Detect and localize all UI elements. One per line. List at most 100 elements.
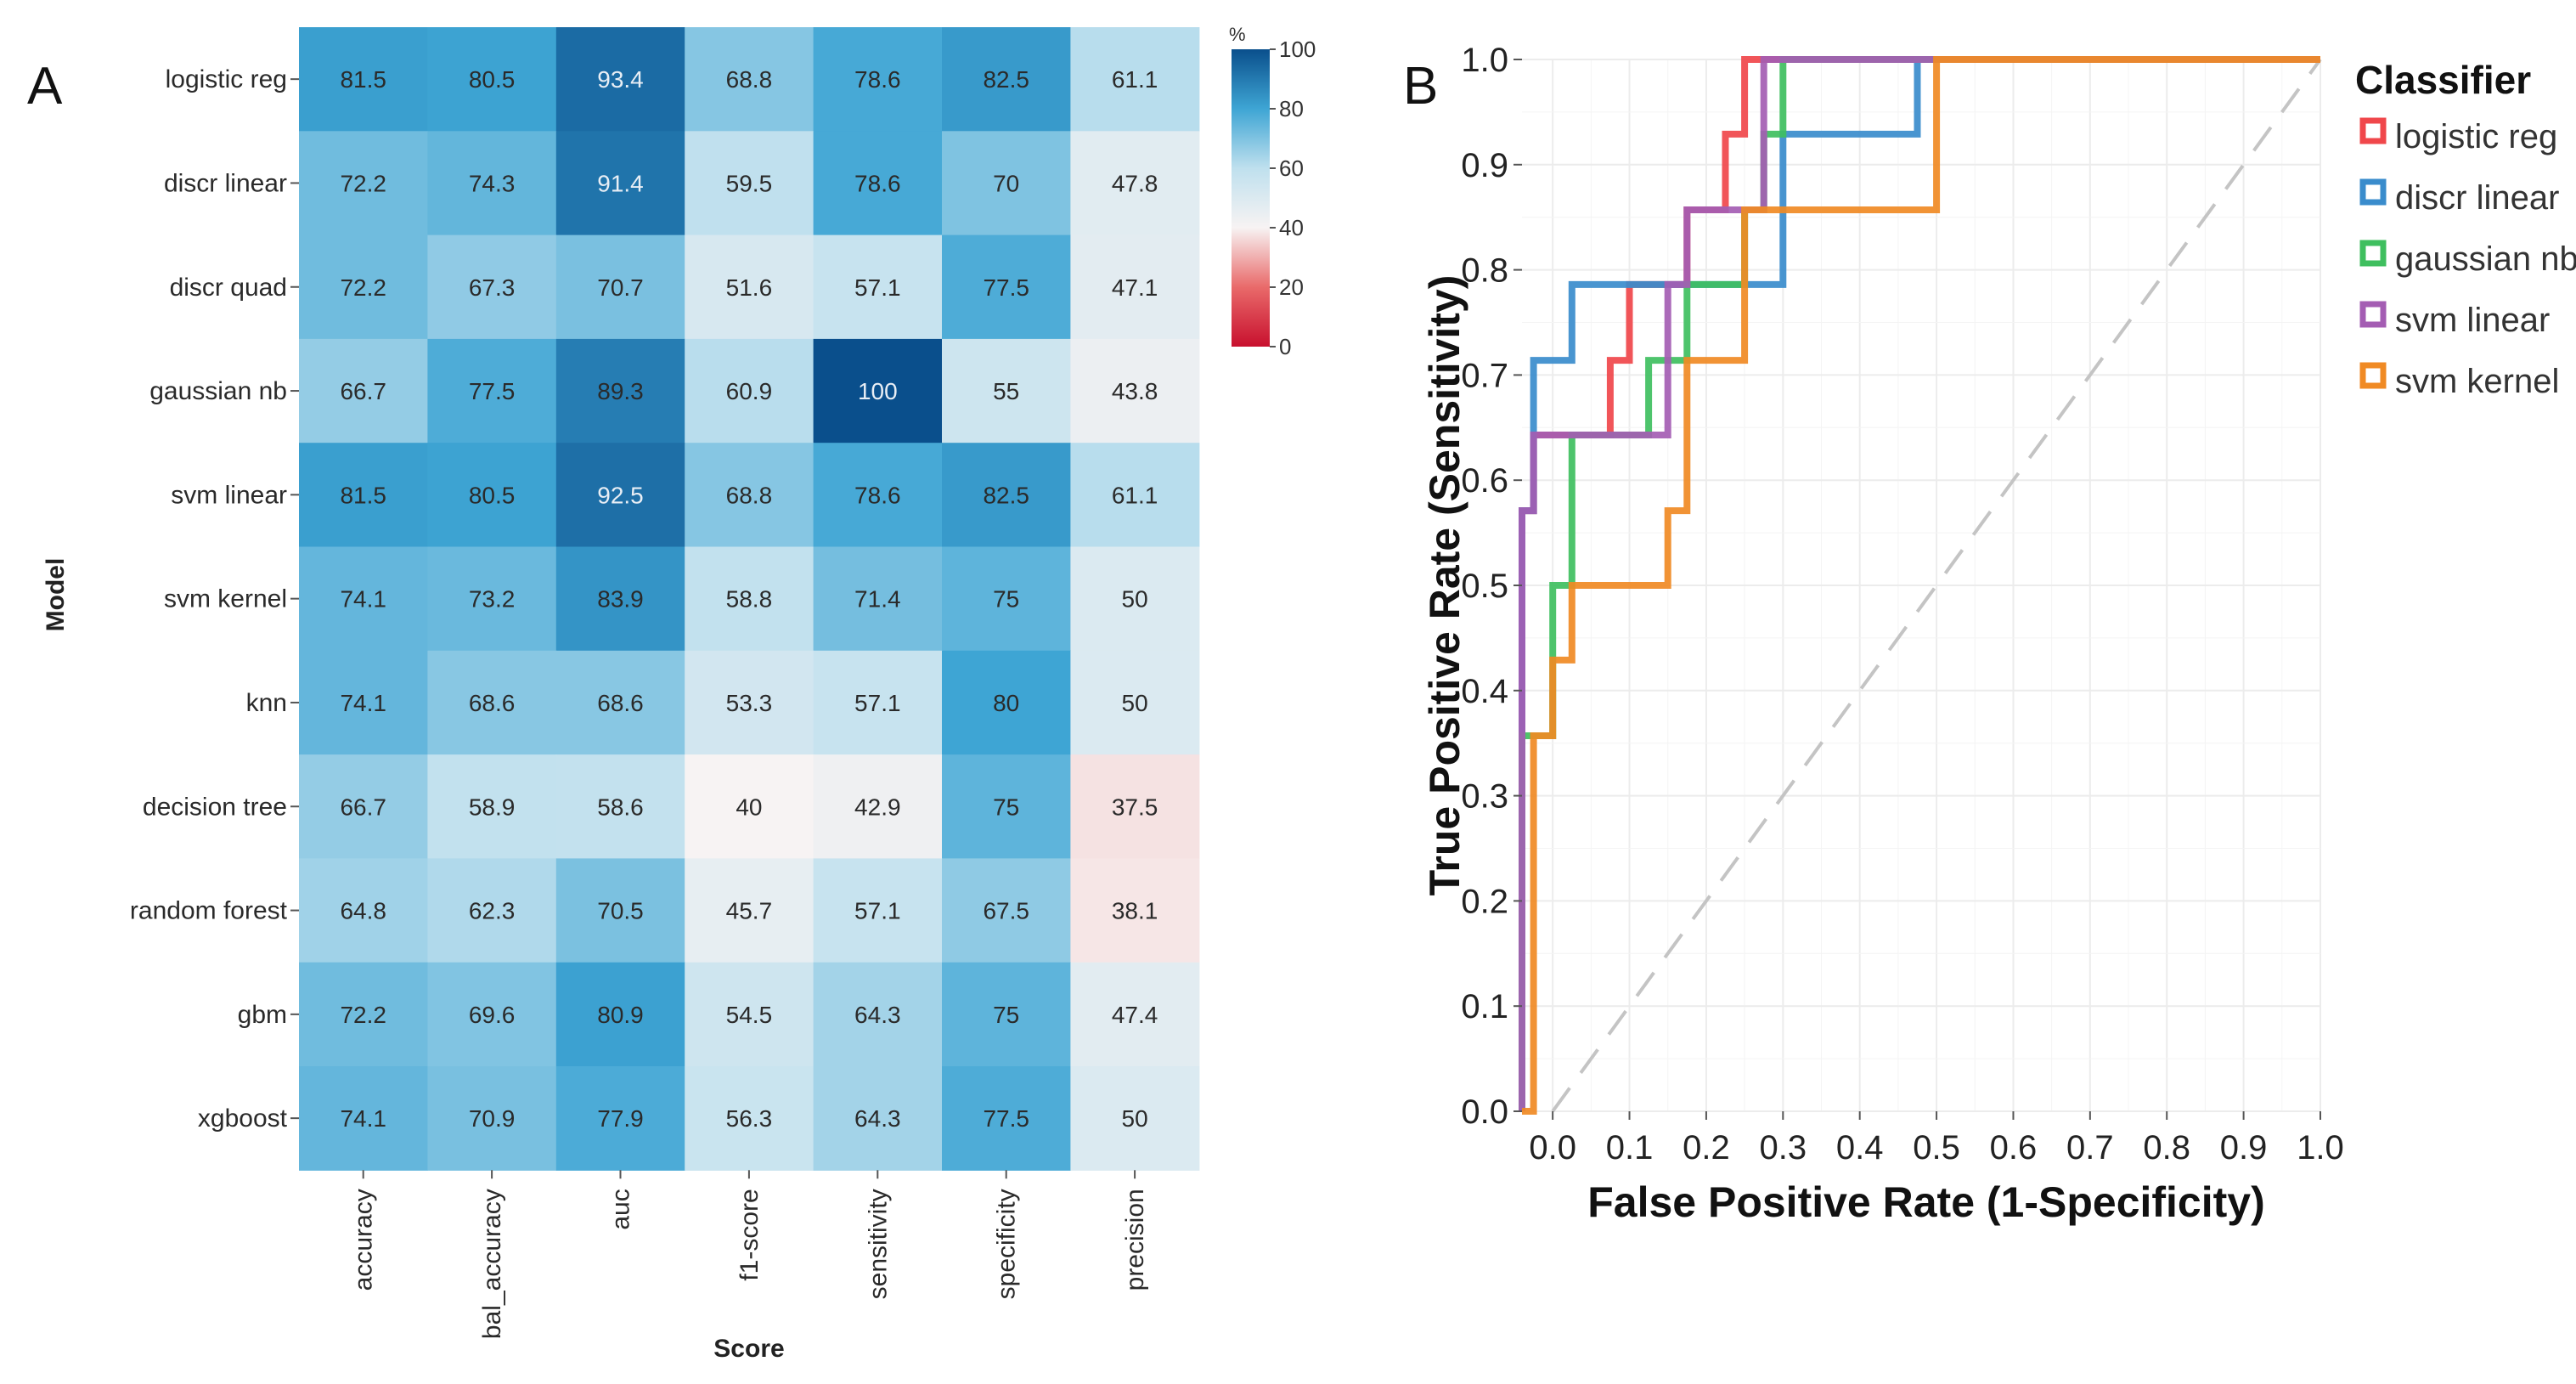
heatmap-cell — [555, 962, 685, 1067]
heatmap-cell-value: 83.9 — [597, 586, 644, 613]
heatmap-cell — [942, 1066, 1071, 1171]
heatmap-cell — [1070, 1066, 1200, 1171]
roc-x-ticks: 0.0 0.1 0.2 0.3 0.4 0.5 0.6 0.7 0.8 0.9 1.0 — [1529, 1111, 2344, 1167]
heatmap-cell-value: 42.9 — [854, 794, 901, 820]
heatmap-cell-value: 77.5 — [469, 378, 516, 404]
roc-y-tick-label: 0.7 — [1461, 357, 1508, 394]
heatmap-cell-value: 67.3 — [469, 274, 516, 301]
colorbar: % 0 20 40 60 80 100 — [1229, 24, 1316, 359]
heatmap-row-label: discr linear — [164, 169, 287, 197]
heatmap-cell — [813, 338, 943, 443]
heatmap-cell — [942, 650, 1071, 755]
legend-label: gaussian nb — [2395, 240, 2576, 278]
colorbar-tick-label: 80 — [1279, 96, 1304, 121]
heatmap-row-label: decision tree — [143, 793, 287, 821]
heatmap-cell-value: 47.1 — [1112, 274, 1158, 301]
roc-series — [1519, 56, 2320, 1115]
heatmap-cell — [685, 1066, 815, 1171]
heatmap-cell — [813, 1066, 943, 1171]
roc-x-tick-label: 0.5 — [1913, 1129, 1960, 1167]
heatmap-cell-value: 58.6 — [597, 794, 644, 820]
heatmap-cell-value: 73.2 — [469, 586, 516, 613]
roc-legend: Classifier logistic reg discr linear gauss… — [2355, 58, 2576, 400]
legend-items: logistic reg discr linear gaussian nb svm l… — [2359, 117, 2576, 400]
heatmap-row-label: discr quad — [170, 274, 287, 302]
heatmap-cell-value: 59.5 — [726, 170, 773, 196]
heatmap-cell — [942, 338, 1071, 443]
heatmap-cell — [427, 338, 557, 443]
heatmap-cell — [813, 962, 943, 1067]
heatmap-cell-value: 78.6 — [854, 66, 901, 93]
heatmap-cell-value: 58.9 — [469, 794, 516, 820]
heatmap-cell-value: 61.1 — [1112, 482, 1158, 508]
heatmap-row-label: knn — [246, 689, 287, 717]
roc-y-tick-label: 0.2 — [1461, 883, 1508, 920]
heatmap-cell-value: 68.8 — [726, 482, 773, 508]
heatmap-cell — [427, 650, 557, 755]
heatmap-cell-value: 56.3 — [726, 1105, 773, 1132]
heatmap-column-label: accuracy — [350, 1189, 378, 1291]
roc-chance-diagonal — [1551, 58, 2322, 1113]
heatmap-cell-value: 43.8 — [1112, 378, 1158, 404]
heatmap-cell-value: 77.5 — [983, 1105, 1029, 1132]
heatmap-cell-value: 54.5 — [726, 1002, 773, 1028]
heatmap-cell-value: 74.1 — [340, 1105, 386, 1132]
roc-line-svm-kernel — [1522, 56, 2320, 1115]
heatmap-cell — [1070, 962, 1200, 1067]
heatmap-column-label: specificity — [993, 1189, 1021, 1299]
roc-y-tick-label: 0.8 — [1461, 252, 1508, 290]
heatmap-row-label: random forest — [130, 897, 288, 925]
heatmap-cell-value: 78.6 — [854, 482, 901, 508]
roc-y-tick-label: 0.0 — [1461, 1093, 1508, 1131]
heatmap-cell-value: 68.6 — [469, 690, 516, 716]
heatmap-cell — [685, 546, 815, 652]
legend-swatch — [2359, 362, 2387, 389]
heatmap-cell-value: 50 — [1122, 586, 1148, 613]
heatmap-cell-value: 62.3 — [469, 898, 516, 924]
heatmap-cell — [299, 962, 428, 1067]
heatmap-cell — [555, 27, 685, 132]
roc-x-tick-label: 0.0 — [1529, 1129, 1576, 1167]
heatmap-cell-value: 68.6 — [597, 690, 644, 716]
heatmap-cell-value: 80 — [993, 690, 1019, 716]
heatmap-cell — [427, 754, 557, 859]
heatmap-cell-value: 80.9 — [597, 1002, 644, 1028]
heatmap-cell-value: 82.5 — [983, 482, 1029, 508]
panel-letter-b: B — [1403, 57, 1438, 116]
heatmap-cell-value: 72.2 — [340, 170, 386, 196]
colorbar-tick-label: 20 — [1279, 274, 1304, 300]
heatmap-cell-value: 50 — [1122, 1105, 1148, 1132]
roc-y-axis-title: True Positive Rate (Sensitivity) — [1421, 275, 1468, 896]
heatmap-cell-value: 70.5 — [597, 898, 644, 924]
heatmap-cell — [299, 338, 428, 443]
heatmap-cell — [427, 858, 557, 963]
heatmap-column-label: bal_accuracy — [478, 1189, 506, 1339]
heatmap-cell-value: 100 — [858, 378, 898, 404]
heatmap-cell-value: 47.4 — [1112, 1002, 1158, 1028]
heatmap-cell — [299, 1066, 428, 1171]
legend-label: svm kernel — [2395, 363, 2559, 400]
heatmap-cell — [1070, 650, 1200, 755]
heatmap-cell — [813, 234, 943, 340]
heatmap-cell — [1070, 858, 1200, 963]
heatmap-cell-value: 50 — [1122, 690, 1148, 716]
heatmap-row-label: gaussian nb — [149, 377, 287, 405]
legend-swatch — [2359, 301, 2387, 328]
heatmap-cell — [299, 546, 428, 652]
heatmap-cell — [942, 234, 1071, 340]
heatmap-column-label: f1-score — [736, 1189, 764, 1280]
heatmap-cell — [942, 858, 1071, 963]
heatmap-cell — [1070, 443, 1200, 548]
heatmap-cell — [813, 27, 943, 132]
heatmap-cell-value: 47.8 — [1112, 170, 1158, 196]
heatmap-cell — [813, 131, 943, 236]
roc-y-tick-label: 1.0 — [1461, 42, 1508, 79]
heatmap-cell-value: 37.5 — [1112, 794, 1158, 820]
heatmap-cell — [1070, 338, 1200, 443]
heatmap-cell — [942, 962, 1071, 1067]
heatmap-cell-value: 81.5 — [340, 66, 386, 93]
panel-letter-a: A — [27, 57, 63, 116]
heatmap-cell-value: 57.1 — [854, 898, 901, 924]
heatmap-cell-value: 91.4 — [597, 170, 644, 196]
